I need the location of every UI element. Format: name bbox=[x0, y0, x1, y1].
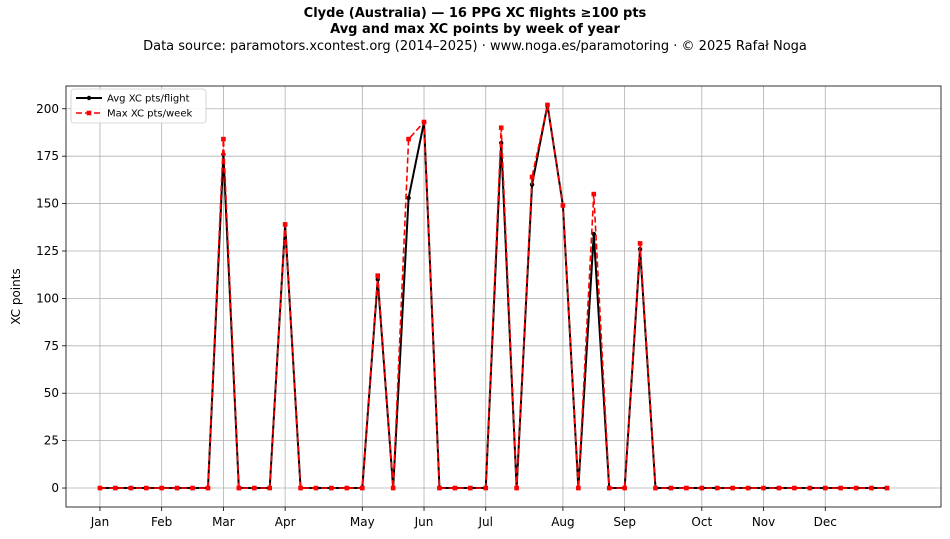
x-axis: Jan Feb Mar Apr May Jun Jul Aug Sep Oct Nov Dec bbox=[90, 507, 837, 529]
data-point bbox=[483, 485, 489, 491]
data-point bbox=[822, 485, 828, 491]
x-tick-label: Mar bbox=[212, 515, 235, 529]
y-tick-label: 25 bbox=[44, 434, 59, 448]
data-point bbox=[251, 485, 257, 491]
data-point bbox=[576, 485, 581, 491]
data-point bbox=[406, 136, 411, 142]
data-point bbox=[591, 191, 597, 197]
y-tick-label: 0 bbox=[51, 481, 59, 495]
x-tick-label: Jul bbox=[478, 515, 493, 529]
data-point bbox=[884, 485, 890, 491]
data-point bbox=[792, 485, 797, 491]
data-point bbox=[560, 203, 566, 208]
series-max bbox=[97, 102, 890, 491]
grid-lines bbox=[66, 86, 941, 507]
y-axis-label: XC points bbox=[9, 268, 23, 324]
data-point bbox=[406, 195, 411, 201]
x-tick-label: Aug bbox=[551, 515, 574, 529]
data-point bbox=[761, 485, 766, 491]
data-point bbox=[221, 136, 226, 142]
data-point bbox=[653, 485, 658, 491]
data-point bbox=[344, 485, 350, 491]
data-point bbox=[390, 485, 396, 491]
data-point bbox=[282, 222, 288, 227]
data-point bbox=[313, 485, 319, 491]
data-point bbox=[545, 102, 550, 108]
data-point bbox=[113, 485, 118, 491]
data-point bbox=[452, 485, 458, 491]
chart-source: Data source: paramotors.xcontest.org (20… bbox=[143, 39, 807, 54]
data-point bbox=[468, 485, 473, 491]
data-point bbox=[267, 485, 273, 491]
x-tick-label: Feb bbox=[151, 515, 172, 529]
x-tick-label: Nov bbox=[752, 515, 775, 529]
data-point bbox=[714, 485, 720, 491]
data-point bbox=[498, 125, 504, 131]
x-tick-label: Sep bbox=[613, 515, 636, 529]
data-point bbox=[298, 485, 303, 491]
chart-titles: Clyde (Australia) — 16 PPG XC flights ≥1… bbox=[0, 6, 950, 56]
data-point bbox=[205, 485, 211, 491]
data-point bbox=[128, 485, 134, 491]
data-point bbox=[143, 485, 149, 491]
data-point bbox=[529, 174, 535, 180]
data-point bbox=[637, 241, 643, 246]
data-point bbox=[606, 485, 612, 491]
data-point bbox=[838, 485, 843, 491]
data-point bbox=[236, 485, 242, 491]
y-tick-label: 50 bbox=[44, 386, 59, 400]
data-point bbox=[329, 485, 334, 491]
data-point bbox=[591, 231, 596, 237]
y-tick-label: 125 bbox=[36, 244, 59, 258]
series-line bbox=[99, 104, 887, 489]
data-point bbox=[699, 485, 705, 491]
data-point bbox=[869, 485, 874, 491]
chart-subtitle: Avg and max XC points by week of year bbox=[330, 22, 620, 37]
data-point bbox=[668, 485, 674, 491]
legend: Avg XC pts/flight Max XC pts/week bbox=[70, 88, 207, 124]
data-point bbox=[730, 485, 735, 491]
data-point bbox=[375, 277, 380, 282]
data-point bbox=[437, 485, 442, 491]
x-tick-label: Oct bbox=[691, 515, 712, 529]
data-point bbox=[684, 485, 689, 491]
y-tick-label: 175 bbox=[36, 149, 59, 163]
data-point bbox=[853, 485, 859, 491]
data-point bbox=[421, 119, 427, 125]
chart-title: Clyde (Australia) — 16 PPG XC flights ≥1… bbox=[303, 6, 647, 21]
x-tick-label: Dec bbox=[814, 515, 837, 529]
x-tick-label: Jun bbox=[414, 515, 434, 529]
data-point bbox=[807, 485, 813, 491]
x-tick-label: Jan bbox=[90, 515, 110, 529]
legend-label: Max XC pts/week bbox=[107, 109, 192, 120]
legend-box bbox=[70, 88, 207, 124]
data-point bbox=[174, 485, 180, 491]
data-point bbox=[190, 485, 195, 491]
data-point bbox=[776, 485, 782, 491]
x-tick-label: Apr bbox=[275, 515, 296, 529]
data-point bbox=[97, 485, 103, 491]
data-point bbox=[375, 273, 381, 278]
y-tick-label: 200 bbox=[36, 102, 59, 116]
y-tick-label: 100 bbox=[36, 291, 59, 305]
legend-label: Avg XC pts/flight bbox=[107, 94, 190, 105]
data-point bbox=[514, 485, 519, 491]
data-point bbox=[359, 485, 365, 491]
legend-marker bbox=[86, 110, 92, 116]
legend-marker bbox=[86, 95, 92, 101]
x-tick-label: May bbox=[350, 515, 375, 529]
y-tick-label: 150 bbox=[36, 197, 59, 211]
data-point bbox=[745, 485, 751, 491]
y-axis: 0 25 50 75 100 125 150 175 200 XC points bbox=[9, 102, 66, 495]
data-point bbox=[159, 485, 164, 491]
plot-frame bbox=[65, 85, 942, 508]
data-point bbox=[622, 485, 627, 491]
y-tick-label: 75 bbox=[44, 339, 59, 353]
